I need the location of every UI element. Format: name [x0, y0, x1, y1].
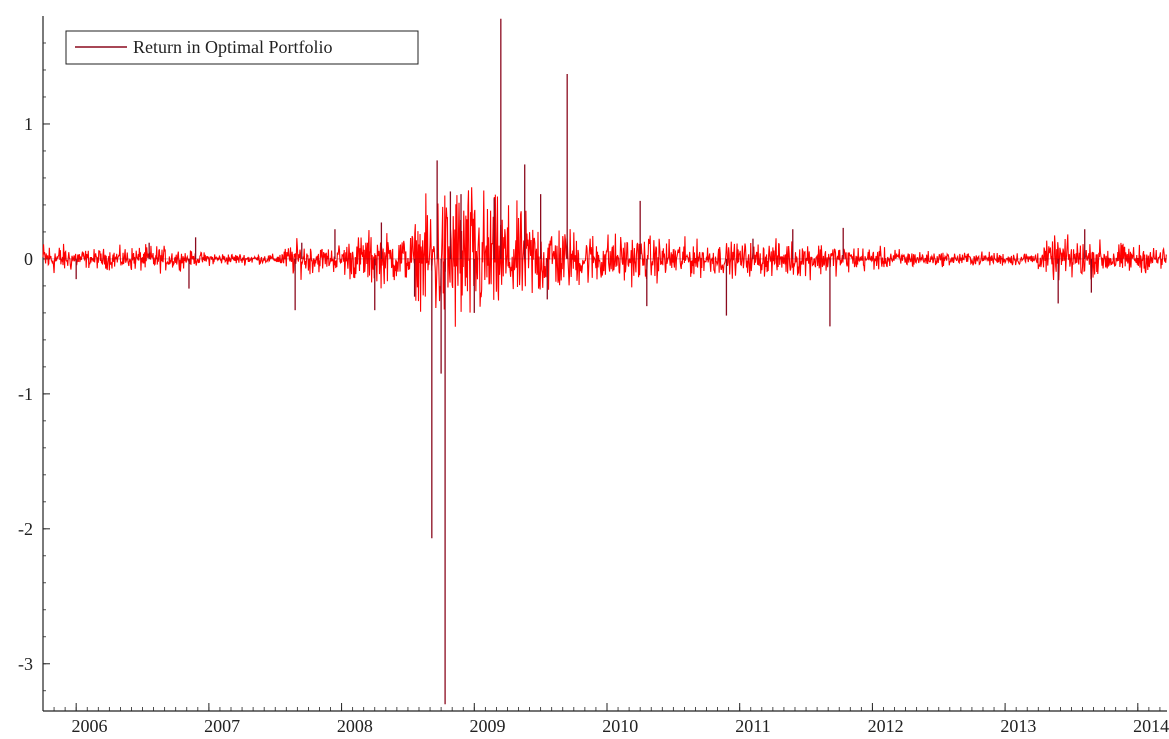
y-tick-label: 0	[24, 249, 33, 269]
x-tick-label: 2006	[71, 716, 107, 736]
x-tick-label: 2013	[1000, 716, 1036, 736]
y-tick-label: -2	[18, 519, 33, 539]
y-tick-label: -3	[18, 654, 33, 674]
y-tick-label: -1	[18, 384, 33, 404]
axes	[42, 16, 1167, 712]
x-tick-label: 2011	[735, 716, 770, 736]
legend-entry-label: Return in Optimal Portfolio	[133, 37, 333, 57]
series-return-in-optimal-portfolio	[42, 18, 1168, 705]
y-tick-label: 1	[24, 114, 33, 134]
x-tick-label: 2014	[1133, 716, 1169, 736]
series-line	[42, 187, 1168, 327]
legend: Return in Optimal Portfolio	[65, 30, 419, 65]
x-tick-label: 2007	[204, 716, 240, 736]
x-tick-label: 2009	[470, 716, 506, 736]
x-tick-label: 2012	[868, 716, 904, 736]
x-tick-label: 2010	[602, 716, 638, 736]
x-tick-label: 2008	[337, 716, 373, 736]
axis-ticks: -3 -2 -1 0 1 2006 2007 2008 2009 2010 2011 2012 2013…	[18, 42, 1169, 736]
